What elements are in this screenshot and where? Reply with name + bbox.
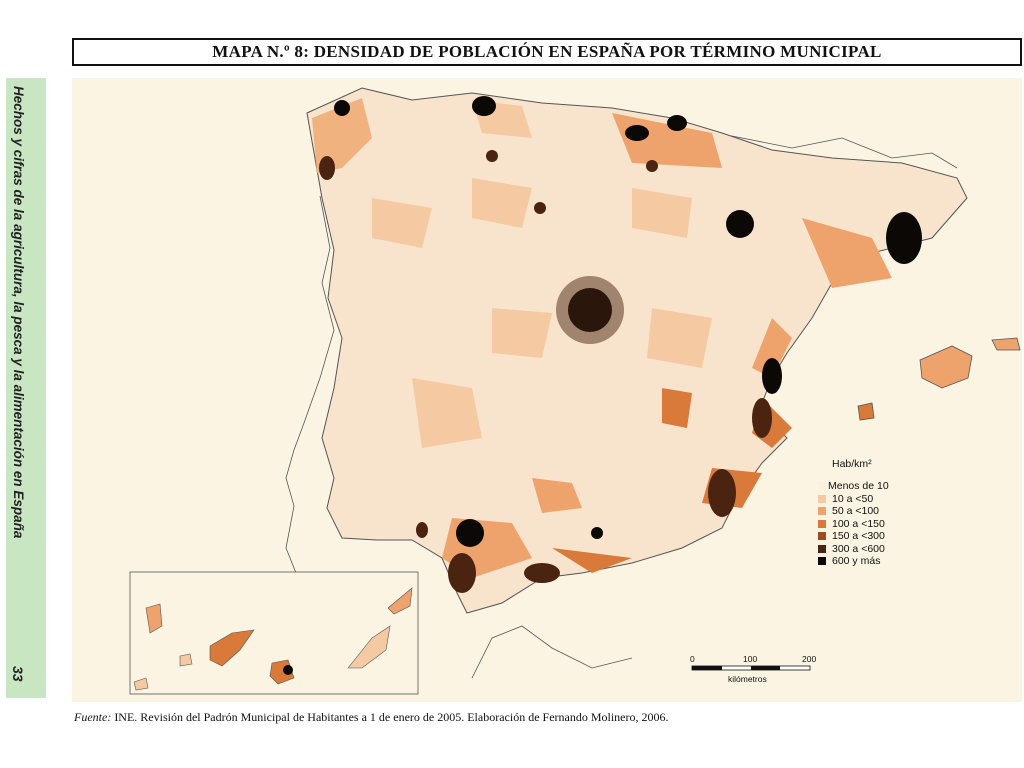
legend-item: 10 a <50: [818, 493, 948, 506]
balearic-menorca: [991, 337, 1021, 351]
legend-swatch: [818, 507, 826, 516]
legend-item: 150 a <300: [818, 530, 948, 543]
legend-item: 600 y más: [818, 555, 948, 568]
spain-mainland: [306, 87, 968, 614]
source-lead: Fuente:: [74, 710, 112, 724]
high-density-spots: [319, 96, 922, 593]
map-title: MAPA N.º 8: DENSIDAD DE POBLACIÓN EN ESP…: [72, 38, 1022, 66]
legend-swatch: [818, 532, 826, 541]
legend-label: 300 a <600: [832, 542, 885, 555]
source-text: INE. Revisión del Padrón Municipal de Ha…: [111, 710, 669, 724]
legend-label: 600 y más: [832, 555, 881, 568]
legend-item: 50 a <100: [818, 505, 948, 518]
balearic-mallorca: [919, 345, 973, 389]
source-note: Fuente: INE. Revisión del Padrón Municip…: [74, 710, 669, 725]
legend-label: 100 a <150: [832, 517, 885, 530]
legend-label: Menos de 10: [828, 480, 889, 493]
scale-tick-0: 0: [690, 654, 695, 664]
legend-swatch: [818, 557, 826, 566]
legend-label: 50 a <100: [832, 505, 880, 518]
sidebar-tab: [6, 78, 46, 698]
canary-islands: [133, 587, 413, 691]
legend-swatch: [818, 494, 826, 503]
portugal-border: [285, 195, 335, 609]
spain-density-map: [129, 87, 1021, 695]
legend-swatch: [818, 544, 826, 553]
legend-item: 100 a <150: [818, 518, 948, 531]
legend-swatch: [818, 482, 826, 491]
scale-bar-graphic: [691, 665, 811, 671]
balearic-ibiza: [857, 402, 875, 421]
scale-tick-200: 200: [802, 654, 817, 664]
sidebar-book-title: Hechos y cifras de la agricultura, la pe…: [11, 86, 26, 539]
legend-label: 10 a <50: [832, 492, 874, 505]
legend-label: 150 a <300: [832, 530, 885, 543]
legend: Hab/km² Menos de 10 10 a <50 50 a <100 100 …: [818, 458, 948, 568]
legend-title: Hab/km²: [832, 458, 872, 470]
page-number: 33: [10, 666, 26, 682]
morocco-coast: [471, 625, 633, 679]
scale-tick-100: 100: [743, 654, 758, 664]
legend-swatch: [818, 519, 826, 528]
scale-unit: kilómetros: [728, 674, 767, 684]
map-panel: 0 100 200 kilómetros: [72, 78, 1022, 702]
legend-item: 300 a <600: [818, 543, 948, 556]
scale-bar: 0 100 200 kilómetros: [688, 654, 828, 690]
legend-item: Menos de 10: [818, 480, 948, 493]
